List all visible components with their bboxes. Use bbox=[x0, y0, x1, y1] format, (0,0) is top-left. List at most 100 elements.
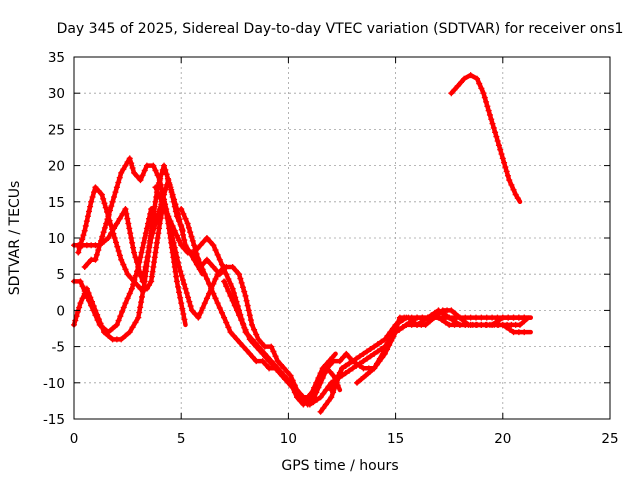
data-point bbox=[100, 195, 107, 202]
data-point bbox=[261, 343, 268, 350]
data-point bbox=[86, 297, 93, 304]
data-point bbox=[140, 273, 147, 280]
data-point bbox=[161, 162, 168, 169]
data-point bbox=[367, 346, 374, 353]
data-point bbox=[165, 177, 172, 184]
data-point bbox=[187, 303, 194, 310]
data-point bbox=[206, 280, 213, 287]
data-point bbox=[178, 300, 185, 307]
data-point bbox=[456, 314, 463, 321]
data-point bbox=[142, 263, 149, 270]
data-point bbox=[122, 206, 129, 213]
data-point bbox=[374, 348, 381, 355]
data-point bbox=[150, 263, 157, 270]
data-point bbox=[448, 307, 455, 314]
data-point bbox=[127, 274, 134, 281]
data-point bbox=[178, 226, 185, 233]
data-point bbox=[435, 311, 442, 318]
data-point bbox=[184, 220, 191, 227]
data-point bbox=[521, 318, 528, 325]
data-point bbox=[248, 321, 255, 328]
data-point bbox=[157, 215, 164, 222]
data-point bbox=[93, 251, 100, 258]
data-point bbox=[189, 237, 196, 244]
data-point bbox=[281, 365, 288, 372]
data-point bbox=[376, 355, 383, 362]
data-point bbox=[118, 256, 125, 263]
data-point bbox=[163, 171, 170, 178]
data-point bbox=[197, 309, 204, 316]
grid-layer bbox=[74, 57, 610, 419]
data-point bbox=[510, 329, 517, 336]
data-point bbox=[391, 327, 398, 334]
data-point bbox=[516, 321, 523, 328]
data-point bbox=[214, 300, 221, 307]
data-point bbox=[467, 314, 474, 321]
data-point bbox=[199, 304, 206, 311]
data-point bbox=[266, 365, 273, 372]
data-point bbox=[95, 187, 102, 194]
data-point bbox=[272, 365, 279, 372]
data-point bbox=[354, 379, 361, 386]
data-point bbox=[313, 389, 320, 396]
data-point bbox=[91, 189, 98, 196]
data-point bbox=[175, 211, 182, 218]
data-point bbox=[134, 282, 141, 289]
data-point bbox=[171, 227, 178, 234]
data-point bbox=[192, 253, 199, 260]
data-point bbox=[207, 238, 214, 245]
data-point bbox=[448, 90, 455, 97]
y-tick-label: 15 bbox=[48, 195, 65, 211]
data-point bbox=[134, 173, 141, 180]
data-point bbox=[343, 350, 350, 357]
data-point bbox=[139, 278, 146, 285]
data-point bbox=[323, 365, 330, 372]
data-point bbox=[382, 346, 389, 353]
data-point bbox=[152, 184, 159, 191]
data-point bbox=[268, 343, 275, 350]
data-point bbox=[330, 382, 337, 389]
data-point bbox=[200, 238, 207, 245]
data-point bbox=[128, 235, 135, 241]
data-point bbox=[187, 229, 194, 236]
data-point bbox=[229, 297, 236, 304]
data-point bbox=[499, 155, 506, 162]
data-point bbox=[171, 196, 178, 203]
data-point bbox=[446, 321, 453, 328]
data-point bbox=[151, 210, 158, 217]
data-point bbox=[195, 256, 202, 263]
data-point bbox=[162, 166, 169, 173]
data-point bbox=[142, 230, 149, 237]
data-point bbox=[101, 224, 108, 231]
data-point bbox=[503, 168, 510, 175]
y-tick-label: 10 bbox=[48, 231, 65, 247]
data-point bbox=[497, 146, 504, 153]
data-point bbox=[90, 307, 97, 314]
data-point bbox=[76, 245, 83, 252]
data-point bbox=[179, 276, 186, 283]
data-point bbox=[349, 365, 356, 372]
data-point bbox=[403, 321, 410, 328]
data-point bbox=[395, 318, 402, 325]
data-point bbox=[291, 387, 298, 394]
data-point bbox=[96, 242, 103, 249]
data-point bbox=[266, 358, 273, 365]
data-point bbox=[124, 215, 131, 222]
data-point bbox=[79, 283, 86, 290]
data-point bbox=[88, 198, 95, 205]
data-point bbox=[145, 249, 152, 256]
data-point bbox=[233, 307, 240, 314]
data-point bbox=[489, 314, 496, 321]
data-point bbox=[149, 268, 156, 275]
series-pass-5 bbox=[81, 155, 227, 321]
y-tick-label: 25 bbox=[48, 122, 65, 138]
data-point bbox=[79, 236, 86, 243]
data-point bbox=[454, 82, 461, 89]
data-point bbox=[476, 80, 483, 87]
data-point bbox=[210, 290, 217, 297]
chart-title: Day 345 of 2025, Sidereal Day-to-day VTE… bbox=[57, 21, 624, 37]
data-point bbox=[262, 361, 269, 368]
data-point bbox=[114, 243, 121, 250]
data-point bbox=[129, 239, 136, 246]
